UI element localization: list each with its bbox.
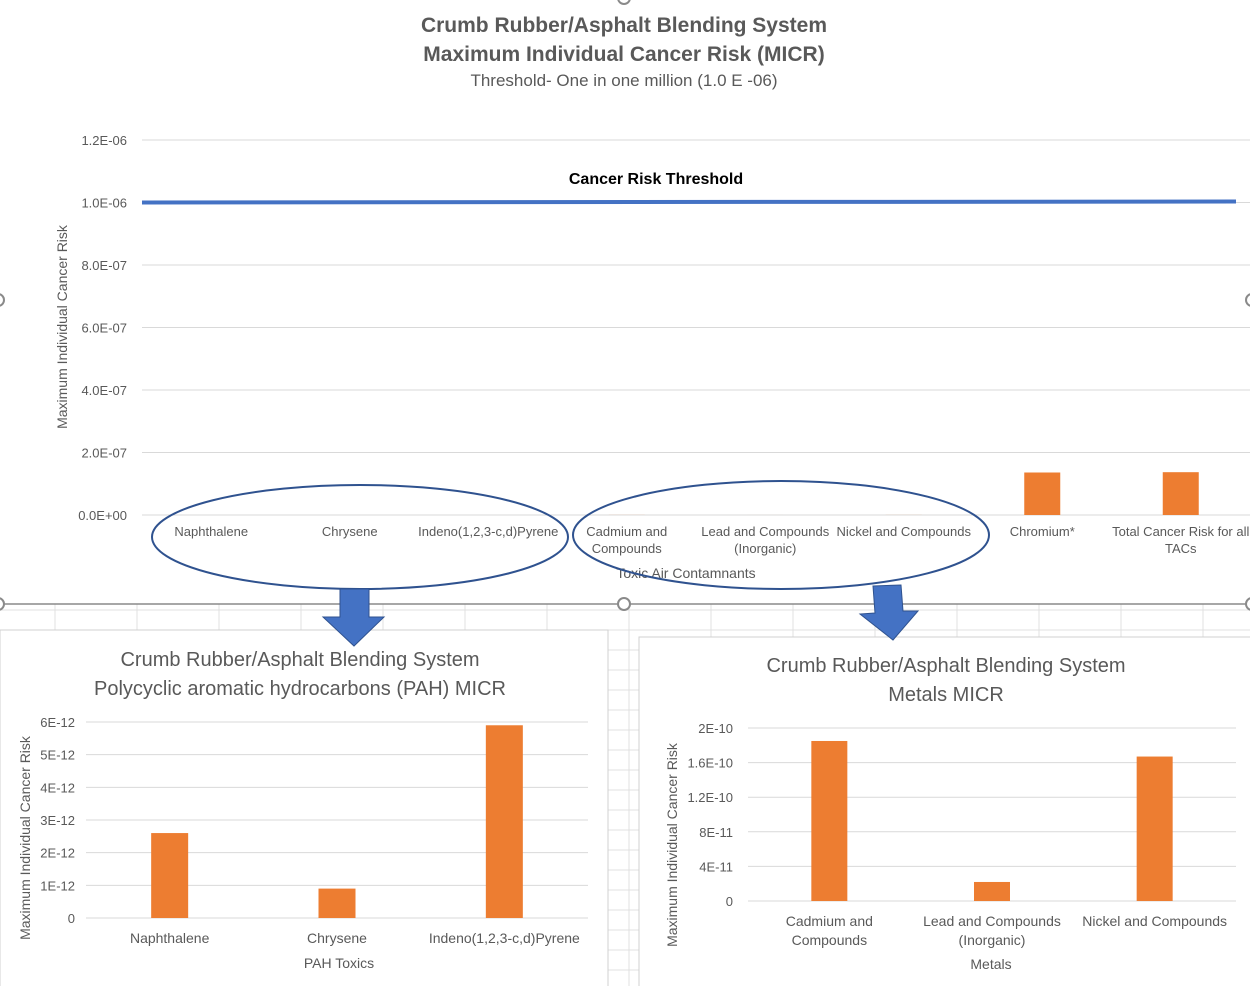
metals-group-ellipse — [572, 480, 990, 590]
main-y-axis-label: Maximum Individual Cancer Risk — [54, 224, 70, 429]
main-title-line2: Maximum Individual Cancer Risk (MICR) — [423, 43, 824, 66]
resize-handle-top[interactable] — [617, 0, 631, 5]
pah-title-line1: Crumb Rubber/Asphalt Blending System — [120, 649, 479, 671]
resize-handle-bottom-left[interactable] — [0, 597, 5, 611]
main-title-line1: Crumb Rubber/Asphalt Blending System — [421, 14, 827, 37]
main-subtitle: Threshold- One in one million (1.0 E -06… — [470, 71, 777, 90]
pah-chart[interactable]: 0 1E-12 2E-12 3E-12 4E-12 5E-12 6E-12 Naphthal… — [0, 629, 609, 986]
pah-x-tick-label: Indeno(1,2,3-c,d)Pyrene — [429, 930, 580, 946]
metals-y-tick-label: 0 — [726, 894, 733, 909]
chart-selection-handles[interactable] — [0, 0, 1250, 611]
metals-x-ticks: Cadmium and Compounds Lead and Compounds (I… — [786, 913, 1227, 948]
metals-title-line1: Crumb Rubber/Asphalt Blending System — [766, 655, 1125, 677]
main-x-tick-label: Cadmium and — [586, 524, 667, 539]
main-y-tick-label: 1.0E-06 — [81, 196, 127, 211]
metals-y-tick-label: 1.6E-10 — [687, 756, 733, 771]
pah-down-arrow-icon — [321, 588, 386, 647]
main-y-tick-label: 8.0E-07 — [81, 258, 127, 273]
metals-y-tick-label: 2E-10 — [698, 721, 733, 736]
resize-handle-left[interactable] — [0, 293, 5, 307]
metals-chart[interactable]: 0 4E-11 8E-11 1.2E-10 1.6E-10 2E-10 Cadmium a… — [638, 636, 1250, 986]
pah-bar — [151, 833, 189, 918]
pah-y-tick-label: 4E-12 — [40, 780, 75, 795]
metals-x-tick-label: (Inorganic) — [959, 932, 1026, 948]
metals-down-arrow-icon — [858, 584, 920, 641]
pah-y-tick-label: 6E-12 — [40, 715, 75, 730]
main-y-tick-label: 0.0E+00 — [78, 508, 127, 523]
main-x-tick-label: Chrysene — [322, 524, 378, 539]
main-y-tick-label: 4.0E-07 — [81, 383, 127, 398]
main-x-tick-label: Naphthalene — [174, 524, 248, 539]
main-x-tick-label: Chromium* — [1010, 524, 1075, 539]
metals-x-tick-label: Compounds — [792, 932, 868, 948]
main-x-tick-label: Indeno(1,2,3-c,d)Pyrene — [418, 524, 558, 539]
pah-x-tick-label: Chrysene — [307, 930, 367, 946]
main-bars — [193, 472, 1199, 515]
metals-title-line2: Metals MICR — [888, 684, 1004, 706]
main-x-tick-label: Compounds — [592, 541, 663, 556]
pah-y-tick-label: 5E-12 — [40, 748, 75, 763]
metals-x-tick-label: Lead and Compounds — [923, 913, 1061, 929]
metals-bar — [811, 740, 848, 901]
resize-handle-right[interactable] — [1245, 293, 1250, 307]
pah-title-line2: Polycyclic aromatic hydrocarbons (PAH) M… — [94, 678, 506, 700]
main-x-tick-label: Nickel and Compounds — [837, 524, 972, 539]
threshold-line — [141, 199, 1237, 205]
metals-bar — [974, 881, 1010, 901]
pah-y-tick-label: 0 — [68, 911, 75, 926]
main-x-tick-label: (Inorganic) — [734, 541, 796, 556]
main-x-ticks: Naphthalene Chrysene Indeno(1,2,3-c,d)Pyre… — [174, 524, 1249, 556]
threshold-label: Cancer Risk Threshold — [569, 171, 743, 188]
pah-y-tick-label: 2E-12 — [40, 846, 75, 861]
pah-bar — [318, 888, 356, 918]
main-bar — [1162, 472, 1199, 515]
main-x-tick-label: Total Cancer Risk for all — [1112, 524, 1249, 539]
pah-y-tick-label: 3E-12 — [40, 813, 75, 828]
pah-bar — [485, 725, 523, 918]
pah-y-axis-label: Maximum Individual Cancer Risk — [17, 735, 33, 940]
metals-x-tick-label: Nickel and Compounds — [1082, 913, 1227, 929]
metals-x-axis-label: Metals — [970, 956, 1011, 972]
metals-y-axis-label: Maximum Individual Cancer Risk — [664, 742, 680, 947]
main-gridlines — [142, 139, 1250, 516]
metals-y-tick-label: 1.2E-10 — [687, 790, 733, 805]
metals-y-tick-label: 8E-11 — [699, 825, 733, 840]
metals-x-tick-label: Cadmium and — [786, 913, 873, 929]
main-y-ticks: 0.0E+00 2.0E-07 4.0E-07 6.0E-07 8.0E-07 1.0E-… — [78, 133, 127, 523]
resize-handle-bottom-right[interactable] — [1245, 597, 1250, 611]
main-chart[interactable]: 0.0E+00 2.0E-07 4.0E-07 6.0E-07 8.0E-07 1.0E-… — [54, 14, 1250, 590]
pah-y-tick-label: 1E-12 — [40, 878, 75, 893]
main-y-tick-label: 2.0E-07 — [81, 446, 127, 461]
pah-bars — [151, 725, 523, 918]
pah-x-ticks: Naphthalene Chrysene Indeno(1,2,3-c,d)Pyre… — [130, 930, 580, 946]
metals-bar — [1136, 756, 1173, 901]
main-x-tick-label: TACs — [1165, 541, 1197, 556]
pah-x-axis-label: PAH Toxics — [304, 955, 374, 971]
metals-y-tick-label: 4E-11 — [699, 859, 733, 874]
main-y-tick-label: 6.0E-07 — [81, 321, 127, 336]
main-x-tick-label: Lead and Compounds — [701, 524, 829, 539]
metals-y-ticks: 0 4E-11 8E-11 1.2E-10 1.6E-10 2E-10 — [687, 721, 733, 909]
pah-x-tick-label: Naphthalene — [130, 930, 210, 946]
pah-y-ticks: 0 1E-12 2E-12 3E-12 4E-12 5E-12 6E-12 — [40, 715, 75, 926]
metals-bars — [811, 740, 1173, 901]
main-y-tick-label: 1.2E-06 — [81, 133, 127, 148]
resize-handle-bottom[interactable] — [617, 597, 631, 611]
main-bar — [1024, 472, 1061, 515]
